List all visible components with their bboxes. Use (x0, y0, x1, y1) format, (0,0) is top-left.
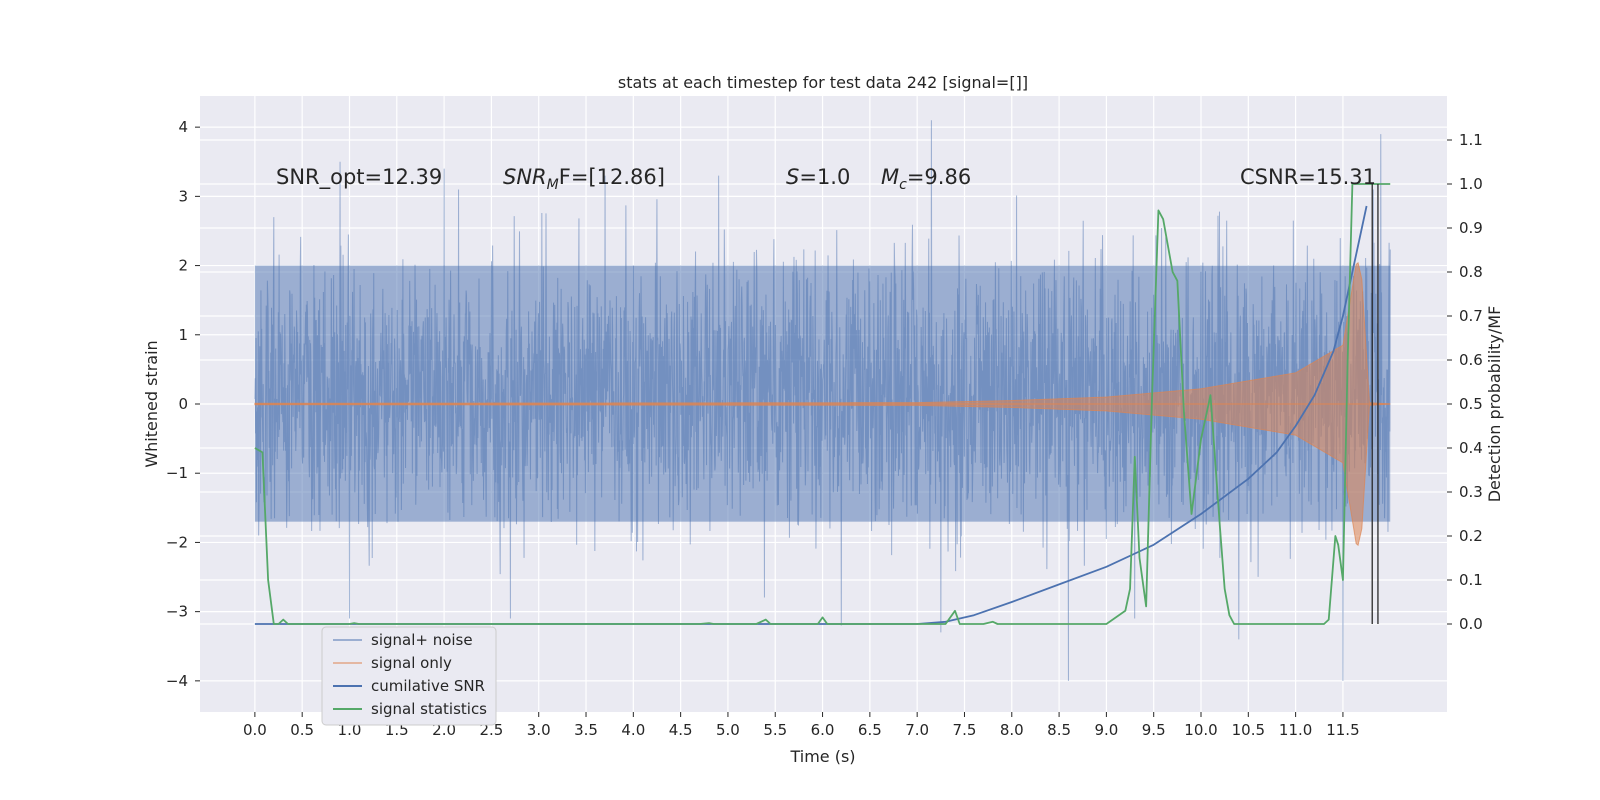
legend-label-signal-statistics: signal statistics (371, 700, 487, 718)
x-tick-label: 4.5 (669, 721, 693, 739)
x-tick-label: 0.5 (290, 721, 314, 739)
x-tick-label: 8.5 (1047, 721, 1071, 739)
y-right-tick-label: 0.1 (1459, 571, 1483, 589)
x-tick-label: 8.0 (1000, 721, 1024, 739)
signal-statistics-line (254, 183, 1391, 625)
snr-mf-value: F=[12.86] (559, 165, 665, 189)
y-left-tick-label: 4 (178, 118, 188, 136)
y-right-tick-label: 0.9 (1459, 219, 1483, 237)
y-right-tick-label: 0.4 (1459, 439, 1483, 457)
legend-label-signal-noise: signal+ noise (371, 631, 473, 649)
x-tick-label: 11.0 (1279, 721, 1312, 739)
annotation-snr-opt: SNR_opt=12.39 (276, 165, 442, 190)
mc-subscript: c (899, 177, 907, 193)
y-right-tick-label: 0.0 (1459, 615, 1483, 633)
y-right-tick-label: 0.6 (1459, 351, 1483, 369)
annotation-csnr: CSNR=15.31 (1240, 165, 1376, 189)
y-right-tick-label: 0.5 (1459, 395, 1483, 413)
y-left-tick-label: −2 (166, 533, 188, 551)
mc-symbol: M (881, 165, 899, 189)
y-left-tick-label: −4 (166, 672, 188, 690)
signal-only-series (254, 261, 1391, 547)
y-right-tick-label: 0.7 (1459, 307, 1483, 325)
x-tick-label: 5.0 (716, 721, 740, 739)
x-tick-label: 3.0 (527, 721, 551, 739)
y-right-tick-label: 0.2 (1459, 527, 1483, 545)
x-tick-label: 7.5 (953, 721, 977, 739)
y-axis-left-label: Whitened strain (142, 340, 161, 467)
y-axis-right-ticks: 1.1 1.0 0.9 0.8 0.7 0.6 0.5 0.4 0.3 0.2 0.1 0.0 (1447, 131, 1483, 633)
y-left-tick-label: −3 (166, 603, 188, 621)
y-left-tick-label: 3 (178, 187, 188, 205)
x-tick-label: 0.0 (243, 721, 267, 739)
x-axis-label: Time (s) (789, 747, 855, 766)
y-axis-left-ticks: 4 3 2 1 0 −1 −2 −3 −4 (166, 118, 200, 690)
x-tick-label: 10.5 (1232, 721, 1265, 739)
legend-box (321, 626, 497, 726)
y-axis-right-label: Detection probability/MF (1485, 306, 1504, 503)
x-tick-label: 11.5 (1326, 721, 1359, 739)
chart-title: stats at each timestep for test data 242… (618, 73, 1028, 92)
x-tick-label: 6.5 (858, 721, 882, 739)
legend-label-signal-only: signal only (371, 654, 452, 672)
x-tick-label: 9.5 (1142, 721, 1166, 739)
cumulative-snr-line (254, 205, 1368, 625)
y-right-tick-label: 0.8 (1459, 263, 1483, 281)
s-value: =1.0 (799, 165, 850, 189)
y-right-tick-label: 1.0 (1459, 175, 1483, 193)
y-right-tick-label: 0.3 (1459, 483, 1483, 501)
legend-label-cumulative-snr: cumilative SNR (371, 677, 485, 695)
snr-mf-subscript: M (547, 177, 559, 193)
x-tick-label: 6.0 (811, 721, 835, 739)
x-tick-label: 9.0 (1094, 721, 1118, 739)
y-right-tick-label: 1.1 (1459, 131, 1483, 149)
legend: signal+ noise signal only cumilative SNR… (321, 626, 497, 726)
s-symbol: S (786, 165, 799, 189)
x-tick-label: 5.5 (763, 721, 787, 739)
y-left-tick-label: −1 (166, 464, 188, 482)
signal-noise-line (254, 120, 1391, 681)
x-axis-ticks: 0.0 0.5 1.0 1.5 2.0 2.5 3.0 3.5 4.0 4.5 5.0 5.5 6.0 6… (243, 712, 1360, 739)
annotation-mc: Mc=9.86 (881, 165, 971, 193)
x-tick-label: 3.5 (574, 721, 598, 739)
mc-value: =9.86 (907, 165, 971, 189)
x-tick-label: 10.0 (1184, 721, 1217, 739)
snr-mf-symbol: SNR (503, 165, 547, 189)
x-tick-label: 7.0 (905, 721, 929, 739)
y-left-tick-label: 1 (178, 326, 188, 344)
y-left-tick-label: 0 (178, 395, 188, 413)
line-series (254, 183, 1391, 625)
annotation-s: S=1.0 (786, 165, 850, 189)
y-left-tick-label: 2 (178, 257, 188, 275)
annotation-snr-mf: SNRMF=[12.86] (503, 165, 665, 193)
x-tick-label: 4.0 (621, 721, 645, 739)
